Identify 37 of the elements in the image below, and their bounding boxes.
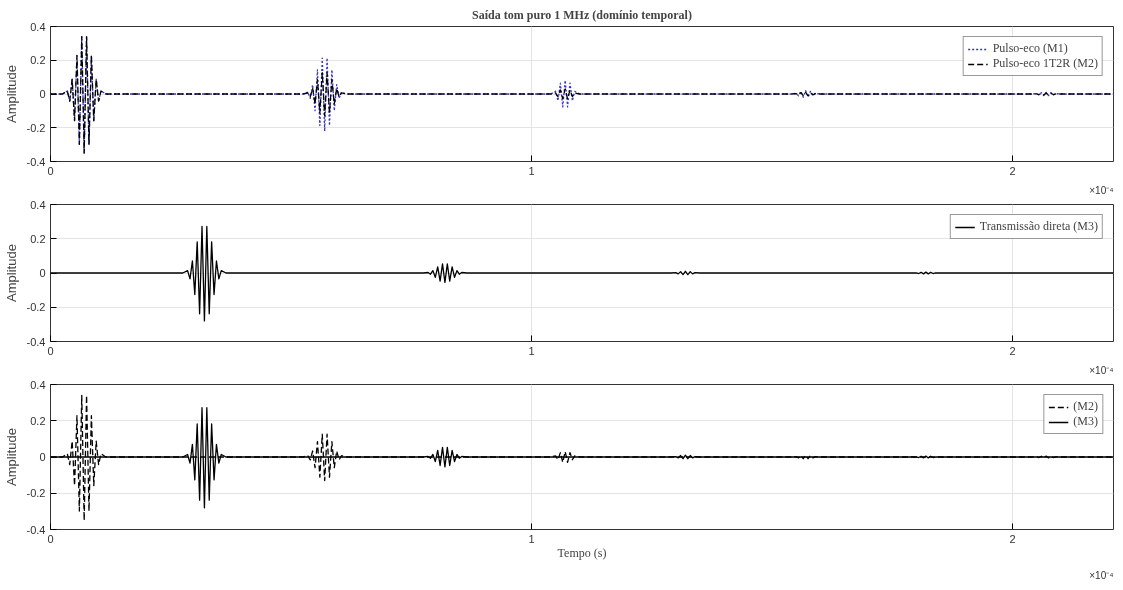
x-tick-label: 0	[47, 532, 54, 545]
y-axis-title: Amplitude	[3, 244, 19, 302]
y-tick-label: 0.4	[30, 198, 46, 211]
x-tick-label: 2	[1009, 532, 1016, 545]
y-tick-label: 0.2	[30, 54, 46, 67]
text: ×10⁻⁴	[1089, 569, 1114, 581]
x-tick-label: 1	[528, 164, 535, 177]
x-tick-label: 2	[1009, 164, 1016, 177]
y-tick-label: -0.2	[26, 301, 46, 314]
text: ×10⁻⁴	[1089, 184, 1114, 196]
legend-label: (M2)	[1073, 399, 1098, 414]
y-axis-title: Amplitude	[3, 428, 19, 486]
x-tick-label: 0	[47, 344, 54, 357]
x-tick-label: 0	[47, 164, 54, 177]
legend-label: Transmissão direta (M3)	[979, 219, 1098, 234]
x-axis-title: Tempo (s)	[557, 545, 607, 560]
y-tick-label: -0.4	[26, 335, 46, 348]
x-tick-label: 1	[528, 532, 535, 545]
y-tick-label: -0.4	[26, 523, 46, 536]
y-tick-label: 0.2	[30, 414, 46, 427]
y-tick-label: -0.2	[26, 487, 46, 500]
x-tick-label: 2	[1009, 344, 1016, 357]
y-axis-title: Amplitude	[3, 65, 19, 123]
x-tick-label: 1	[528, 344, 535, 357]
legend-label: (M3)	[1073, 414, 1098, 429]
y-tick-label: 0.2	[30, 232, 46, 245]
y-tick-label: -0.2	[26, 121, 46, 134]
text: ×10⁻⁴	[1089, 364, 1114, 376]
y-tick-label: 0	[39, 267, 46, 279]
y-tick-label: 0.4	[30, 378, 46, 391]
y-tick-label: 0.4	[30, 20, 46, 33]
y-tick-label: 0	[39, 88, 46, 100]
legend-label: Pulso-eco (M1)	[992, 41, 1068, 56]
y-tick-label: 0	[39, 451, 46, 463]
chart-title: Saída tom puro 1 MHz (domínio temporal)	[472, 7, 692, 22]
y-tick-label: -0.4	[26, 155, 46, 168]
legend-label: Pulso-eco 1T2R (M2)	[992, 56, 1098, 71]
